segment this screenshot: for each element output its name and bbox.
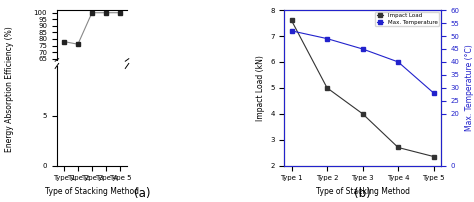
- Impact Load: [360, 113, 365, 115]
- Line: Impact Load: Impact Load: [290, 19, 436, 158]
- Max. Temperature: [431, 92, 437, 94]
- Impact Load: [289, 19, 294, 22]
- Max. Temperature: [395, 61, 401, 63]
- Max. Temperature: [289, 30, 294, 32]
- Text: (b): (b): [354, 187, 371, 200]
- Y-axis label: Max. Temperature (°C): Max. Temperature (°C): [465, 44, 474, 131]
- Line: Max. Temperature: Max. Temperature: [290, 29, 436, 95]
- Max. Temperature: [360, 48, 365, 50]
- Legend: Impact Load, Max. Temperature: Impact Load, Max. Temperature: [375, 12, 439, 26]
- Impact Load: [324, 87, 330, 89]
- Text: (a): (a): [134, 187, 150, 200]
- Max. Temperature: [324, 37, 330, 40]
- Text: Energy Absorption Efficiency (%): Energy Absorption Efficiency (%): [5, 26, 14, 152]
- X-axis label: Type of Stacking Method: Type of Stacking Method: [45, 187, 139, 196]
- Impact Load: [431, 155, 437, 158]
- Impact Load: [395, 146, 401, 149]
- X-axis label: Type of Stacking Method: Type of Stacking Method: [316, 187, 410, 196]
- Y-axis label: Impact Load (kN): Impact Load (kN): [255, 55, 264, 121]
